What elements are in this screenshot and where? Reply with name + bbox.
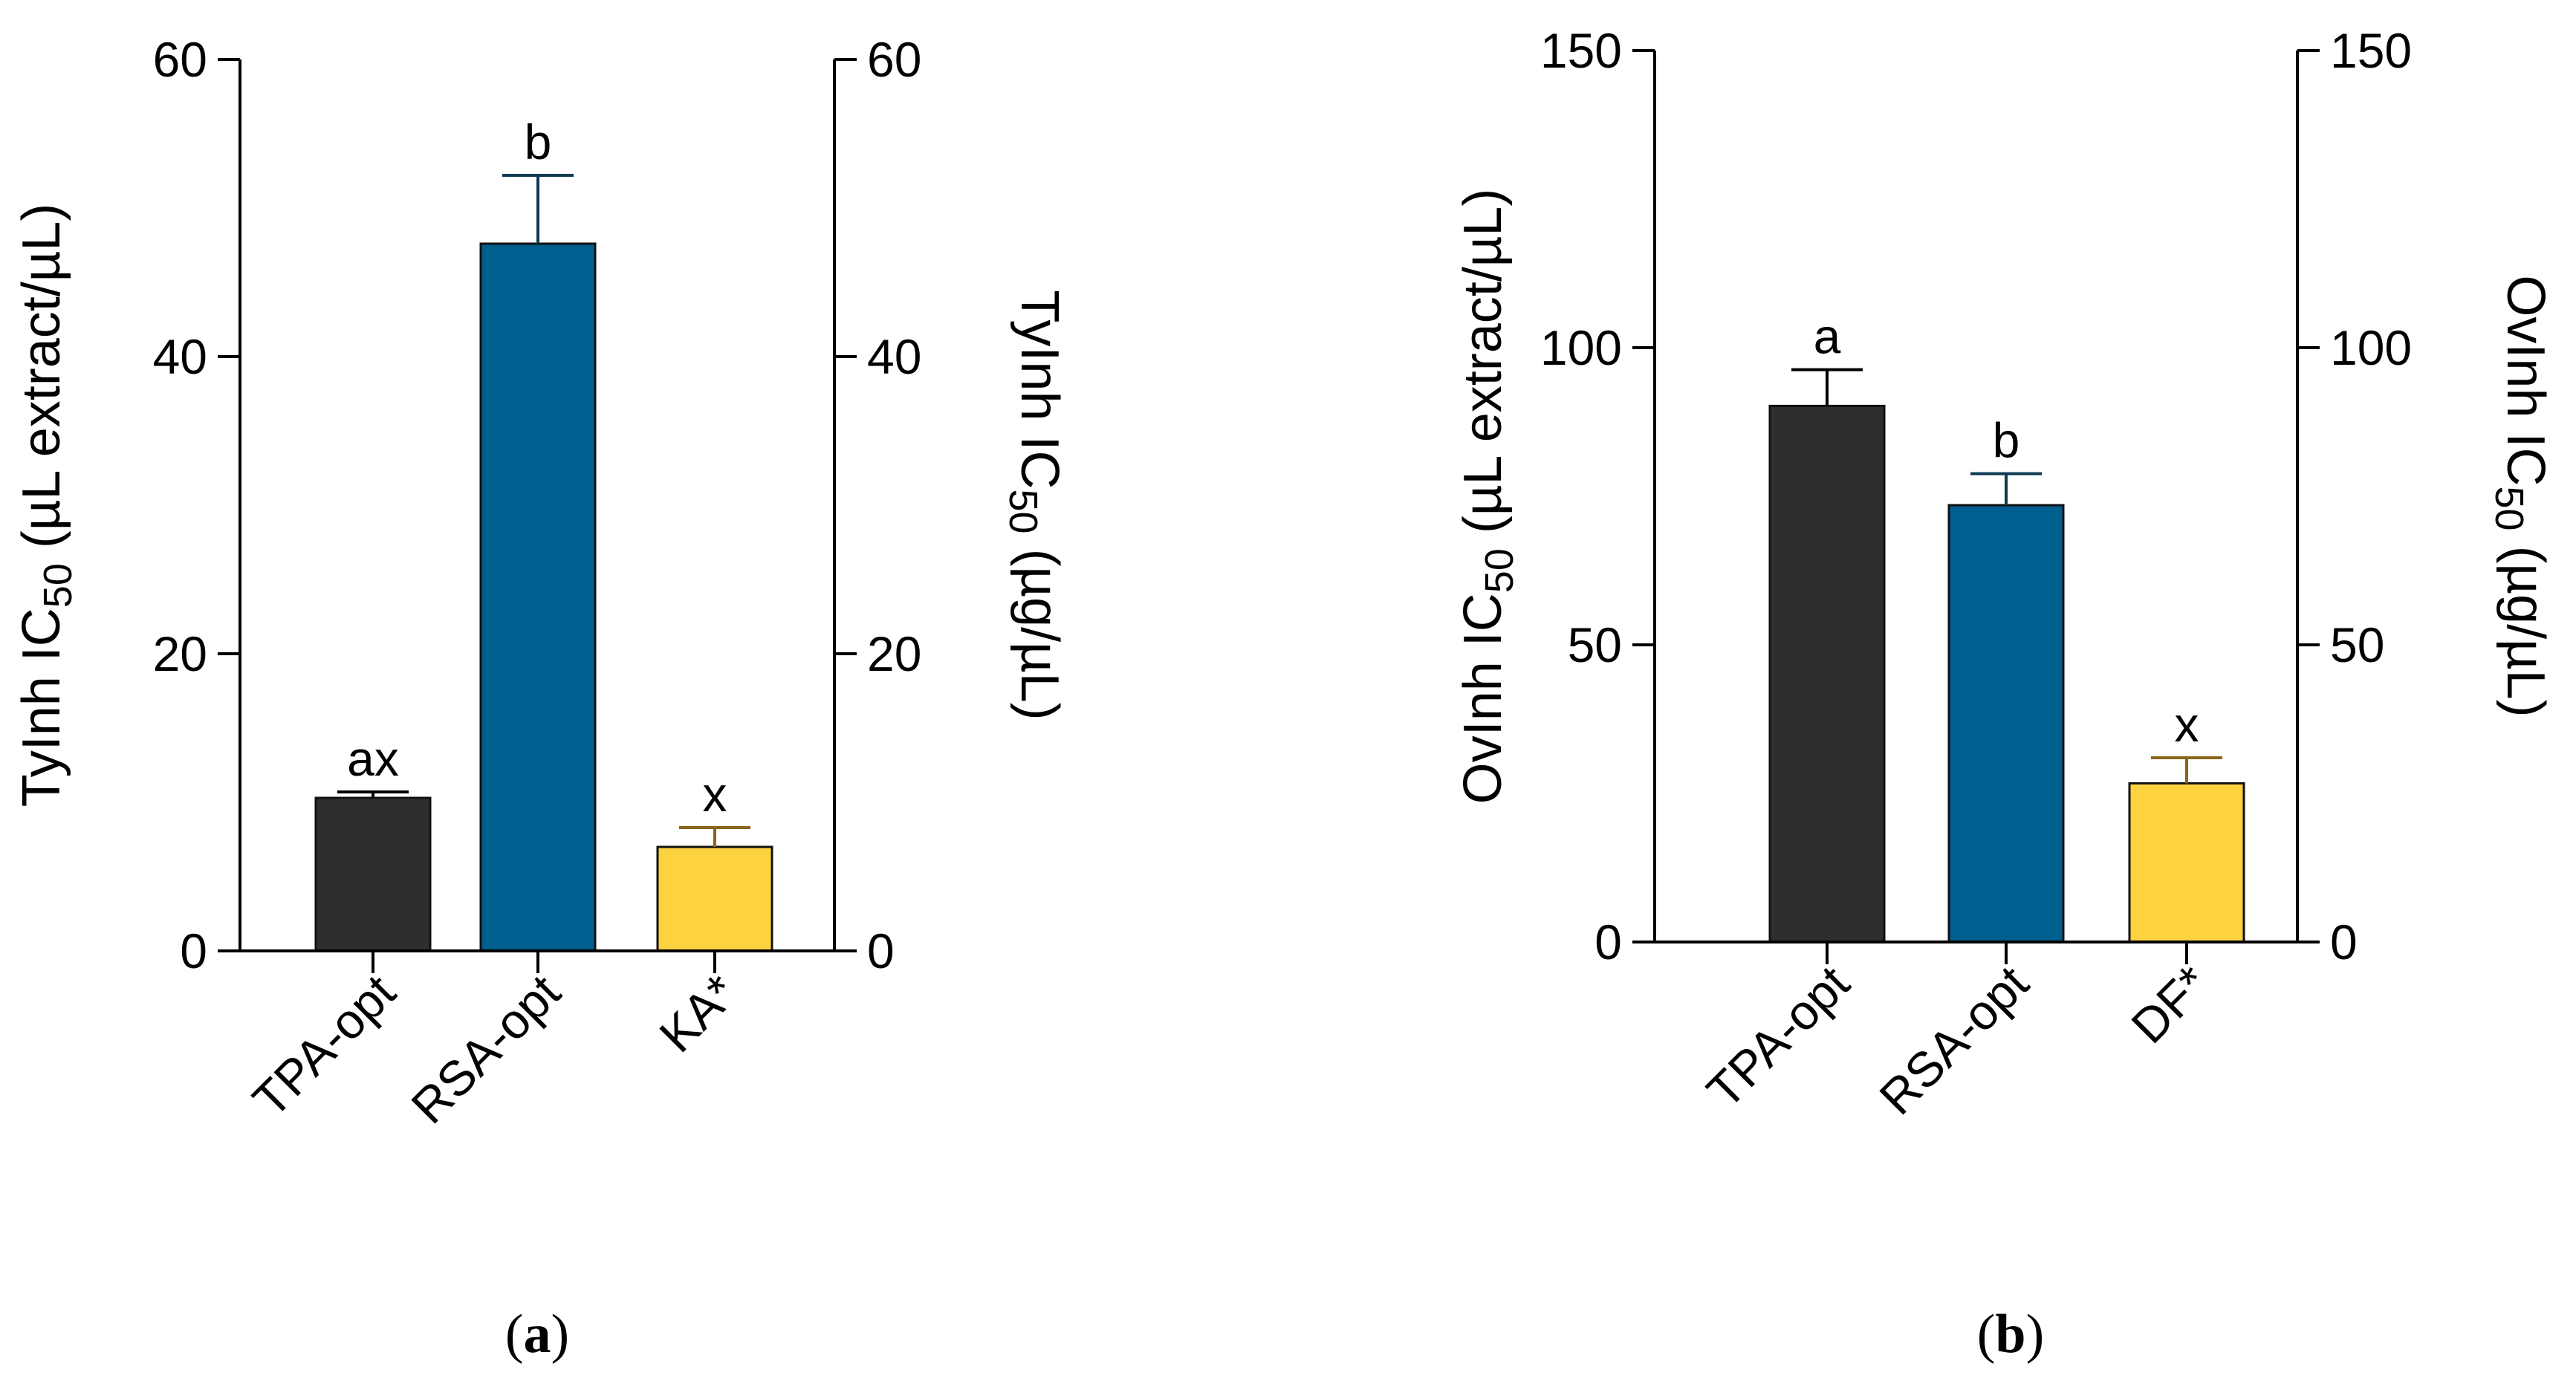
- y-tick-label-right: 0: [2330, 915, 2358, 969]
- significance-letter: b: [525, 114, 552, 169]
- y-tick-label-left: 60: [153, 32, 207, 87]
- bar-rsa-opt: [1947, 504, 2065, 943]
- y-tick-label-left: 0: [1594, 915, 1622, 969]
- x-tick-label: RSA-opt: [1869, 955, 2039, 1125]
- x-tick-label: RSA-opt: [400, 964, 571, 1134]
- bar-tpa-opt: [1768, 404, 1886, 943]
- bar-tpa-opt: [314, 796, 432, 952]
- y-axis-title-right: OvInh IC50 (µg/µL): [2487, 275, 2555, 717]
- y-tick-label-left: 0: [180, 923, 207, 978]
- significance-letter: x: [2175, 697, 2199, 752]
- y-tick-label-left: 50: [1568, 617, 1622, 672]
- panel-label: (b): [1977, 1304, 2044, 1365]
- significance-letter: x: [703, 767, 727, 822]
- significance-letter: b: [1993, 413, 2020, 468]
- y-tick-label-right: 20: [867, 626, 921, 681]
- chart-panel-b: a b x 0 50 100 150 0 50 100 150 TPA-opt RSA-opt DF* Ov…: [1453, 23, 2555, 1365]
- x-tick-label: KA*: [649, 964, 747, 1063]
- panel-label: (a): [505, 1304, 569, 1365]
- y-tick-label-left: 40: [153, 329, 207, 384]
- y-tick-label-right: 60: [867, 32, 921, 87]
- bar-df-: [2128, 782, 2245, 943]
- y-tick-label-left: 100: [1540, 320, 1622, 375]
- x-tick-label: TPA-opt: [1696, 955, 1860, 1119]
- y-axis-title-left: TyInh IC50 (µL extract/µL): [12, 204, 80, 808]
- y-axis-title-right: TyInh IC50 (µg/µL): [1001, 290, 1069, 720]
- y-tick-label-left: 20: [153, 626, 207, 681]
- significance-letter: ax: [347, 731, 399, 786]
- y-tick-label-right: 100: [2330, 320, 2412, 375]
- y-tick-label-right: 40: [867, 329, 921, 384]
- x-tick-label: DF*: [2121, 955, 2219, 1054]
- y-tick-label-right: 150: [2330, 23, 2412, 78]
- y-tick-label-right: 50: [2330, 617, 2384, 672]
- bar-ka-: [656, 845, 773, 952]
- y-tick-label-right: 0: [867, 923, 895, 978]
- significance-letter: a: [1814, 309, 1841, 364]
- y-axis-title-left: OvInh IC50 (µL extract/µL): [1453, 189, 1522, 805]
- bar-rsa-opt: [479, 242, 597, 952]
- x-tick-label: TPA-opt: [242, 964, 406, 1128]
- y-tick-label-left: 150: [1540, 23, 1622, 78]
